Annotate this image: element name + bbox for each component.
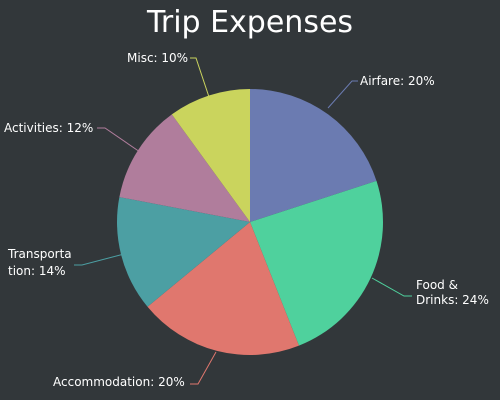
slice-label: Accommodation: 20% <box>53 375 185 389</box>
slice-label: Activities: 12% <box>4 121 93 135</box>
pie-slice-food-drinks[interactable] <box>250 180 383 346</box>
leader-line <box>327 80 358 109</box>
pie-slice-activities[interactable] <box>119 114 250 222</box>
slice-label: Misc: 10% <box>127 51 188 65</box>
leader-line <box>97 127 141 153</box>
leader-line <box>371 277 412 297</box>
pie-slices <box>117 89 383 356</box>
slice-labels: Airfare: 20% Food & Drinks: 24% Accommodati… <box>4 51 489 389</box>
slice-label: Transporta tion: 14% <box>7 247 72 278</box>
leader-line <box>190 57 210 98</box>
leader-line <box>74 253 125 266</box>
pie-slice-accommodation[interactable] <box>147 222 299 356</box>
leader-lines <box>74 57 412 385</box>
pie-slice-misc[interactable] <box>171 89 250 222</box>
leader-line <box>190 351 217 385</box>
pie-slice-transportation[interactable] <box>117 197 250 307</box>
slice-label: Food & Drinks: 24% <box>416 278 489 307</box>
pie-slice-airfare[interactable] <box>250 89 377 222</box>
chart-title: Trip Expenses <box>146 5 353 40</box>
slice-label: Airfare: 20% <box>360 74 435 88</box>
